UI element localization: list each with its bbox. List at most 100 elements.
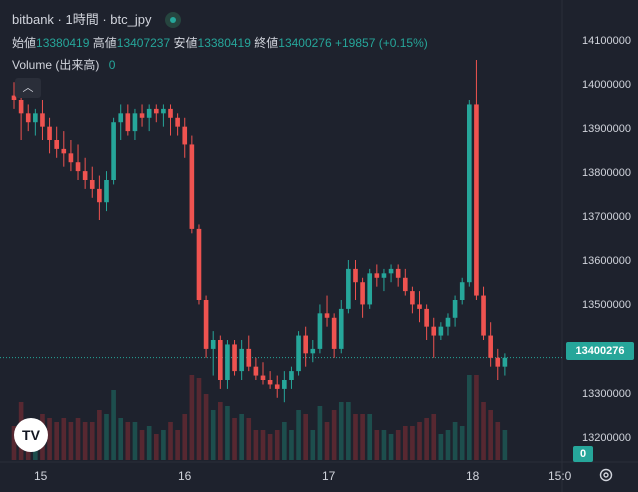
volume-bar [218,402,223,460]
candle-body [410,291,415,305]
candle-body [153,108,159,114]
candle-body [168,108,173,118]
high-label: 高値 [92,36,117,50]
candle-body [360,282,365,305]
volume-bar [267,434,273,460]
volume-bar [54,422,59,460]
volume-bar [410,426,415,460]
candle-body [452,300,458,318]
volume-bar [445,430,451,460]
volume-bar [274,430,280,460]
volume-bar [196,378,202,460]
candle-body [467,104,472,283]
volume-bar [75,418,81,460]
candle-body [225,344,230,380]
volume-bar [474,375,479,460]
high-value: 13407237 [116,36,171,50]
tradingview-logo[interactable]: TV [14,418,48,452]
candle-body [260,375,266,380]
volume-bar [232,418,237,460]
candle-body [196,228,202,300]
candle-body [182,126,188,145]
candle-body [445,317,451,327]
volume-bar [367,414,373,460]
chevron-up-icon: ︿ [22,82,34,94]
volume-bar [11,426,17,460]
volume-bar [146,426,152,460]
gear-icon[interactable] [598,467,614,483]
candle-body [246,348,252,367]
candle-body [89,180,95,189]
volume-bar [495,422,501,460]
volume-bar [175,430,180,460]
volume-bar [324,422,330,460]
low-value: 13380419 [197,36,251,50]
volume-bar [203,394,209,460]
volume-bar [68,422,74,460]
open-label: 始値 [12,36,37,50]
collapse-legend-button[interactable]: ︿ [15,78,41,98]
candle-body [324,313,330,318]
volume-bar [303,414,308,460]
volume-bar [402,426,408,460]
volume-bar [289,430,294,460]
volume-bar [431,414,437,460]
volume-bar [111,390,116,460]
volume-bar [132,422,138,460]
candle-body [438,326,444,336]
candle-body [132,113,138,132]
volume-bar [61,418,67,460]
time-axis-label: 15 [34,469,48,483]
price-axis-label: 14100000 [582,35,631,47]
candle-body [402,277,408,292]
candle-body [118,113,124,123]
volume-bar [253,430,259,460]
candle-body [68,153,74,163]
volume-axis-badge: 0 [573,446,593,462]
candle-body [474,104,479,296]
candle-body [296,335,301,372]
time-axis-label: 17 [322,469,336,483]
candle-body [33,113,38,123]
volume-bar [424,418,429,460]
volume-bar [338,402,344,460]
candle-body [210,340,216,349]
candle-body [381,273,387,278]
volume-bar [481,402,486,460]
low-label: 安値 [173,36,198,50]
volume-bar [417,422,422,460]
candle-body [25,113,31,123]
volume-bar [89,422,95,460]
candle-body [18,100,24,114]
candle-body [331,317,337,349]
price-axis-label: 13300000 [582,388,631,400]
volume-bar [260,430,266,460]
volume-bar [381,430,387,460]
volume-bar [331,410,337,460]
candle-body [47,126,52,140]
volume-bar [210,410,216,460]
volume-bar [388,434,394,460]
open-value: 13380419 [36,36,90,50]
volume-bar [189,375,195,460]
candle-body [82,171,88,180]
volume-bar [374,430,380,460]
candle-body [146,108,152,118]
candle-body [111,122,116,180]
candle-body [104,180,109,203]
candle-body [317,313,323,349]
ohlc-legend: 始値13380419 高値13407237 安値13380419 終値13400… [12,34,428,51]
volume-bar [502,430,508,460]
candle-body [203,300,209,349]
candle-body [267,380,273,385]
change-value: +19857 (+0.15%) [335,36,428,50]
time-axis-label: 18 [466,469,480,483]
volume-value: 0 [108,58,116,72]
market-status-icon [165,11,182,28]
volume-bar [104,414,109,460]
candle-body [125,113,131,132]
candle-body [346,268,351,309]
volume-bar [395,430,401,460]
